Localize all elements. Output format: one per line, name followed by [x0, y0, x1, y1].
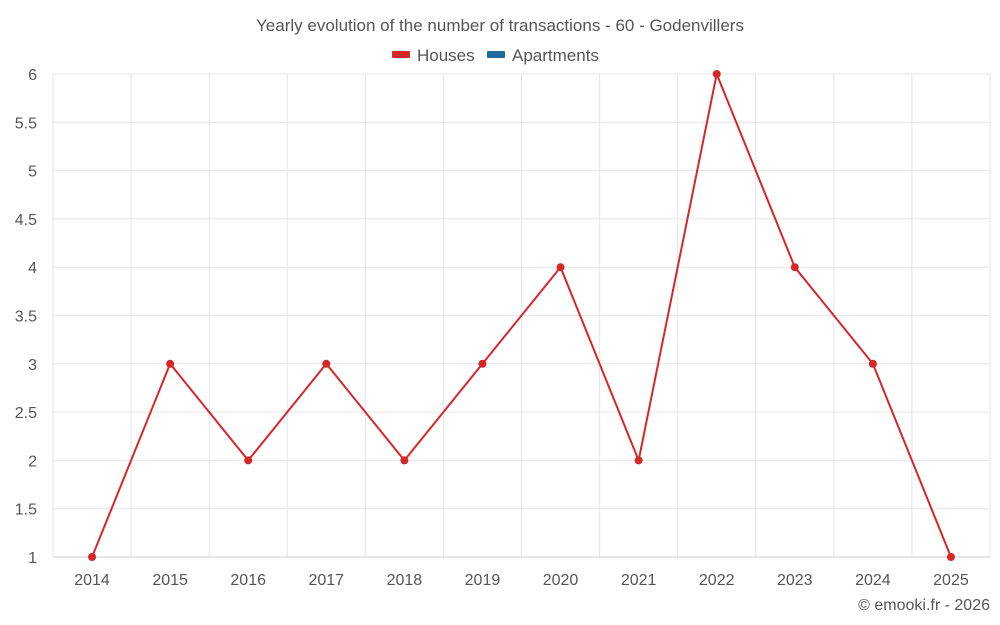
- y-tick-label: 1: [28, 550, 37, 567]
- point-houses-2024: [868, 359, 877, 368]
- y-tick-label: 4.5: [15, 212, 37, 229]
- point-houses-2018: [400, 456, 409, 465]
- point-houses-2021: [634, 456, 643, 465]
- x-tick-label: 2020: [543, 572, 579, 589]
- y-tick-label: 5: [28, 164, 37, 181]
- point-houses-2022: [712, 70, 721, 78]
- point-houses-2023: [790, 263, 799, 272]
- y-tick-label: 5.5: [15, 115, 37, 132]
- x-tick-label: 2024: [855, 572, 891, 589]
- y-tick-label: 3: [28, 357, 37, 374]
- x-tick-label: 2025: [933, 572, 969, 589]
- y-tick-label: 6: [28, 67, 37, 84]
- point-houses-2019: [478, 359, 487, 368]
- credit-text: © emooki.fr - 2026: [858, 597, 990, 614]
- x-tick-label: 2017: [308, 572, 344, 589]
- x-tick-label: 2023: [777, 572, 813, 589]
- chart-title: Yearly evolution of the number of transa…: [256, 16, 744, 35]
- y-tick-label: 4: [28, 260, 37, 277]
- legend-label-houses: Houses: [417, 46, 475, 65]
- point-houses-2025: [946, 553, 955, 561]
- x-tick-label: 2016: [230, 572, 266, 589]
- x-axis: 2014 2015 2016 2017 2018 2019 2020 2021 2022 2023…: [74, 572, 969, 589]
- y-tick-label: 2: [28, 453, 37, 470]
- x-tick-label: 2021: [621, 572, 657, 589]
- point-houses-2017: [322, 359, 331, 368]
- point-houses-2020: [556, 263, 565, 272]
- legend-label-apartments: Apartments: [512, 46, 599, 65]
- point-houses-2015: [166, 359, 175, 368]
- x-tick-label: 2014: [74, 572, 110, 589]
- legend-swatch-apartments: [487, 51, 505, 58]
- x-tick-label: 2019: [465, 572, 501, 589]
- x-tick-label: 2015: [152, 572, 188, 589]
- point-houses-2016: [244, 456, 253, 465]
- series-layer: [88, 70, 955, 561]
- legend-swatch-houses: [392, 51, 410, 58]
- y-tick-label: 3.5: [15, 309, 37, 326]
- x-tick-label: 2018: [387, 572, 423, 589]
- y-tick-label: 2.5: [15, 405, 37, 422]
- y-axis: 1 1.5 2 2.5 3 3.5 4 4.5 5 5.5 6: [15, 67, 37, 567]
- point-houses-2014: [88, 553, 97, 561]
- x-tick-label: 2022: [699, 572, 735, 589]
- y-tick-label: 1.5: [15, 502, 37, 519]
- line-houses: [91, 73, 952, 558]
- legend: Houses Apartments: [392, 46, 599, 65]
